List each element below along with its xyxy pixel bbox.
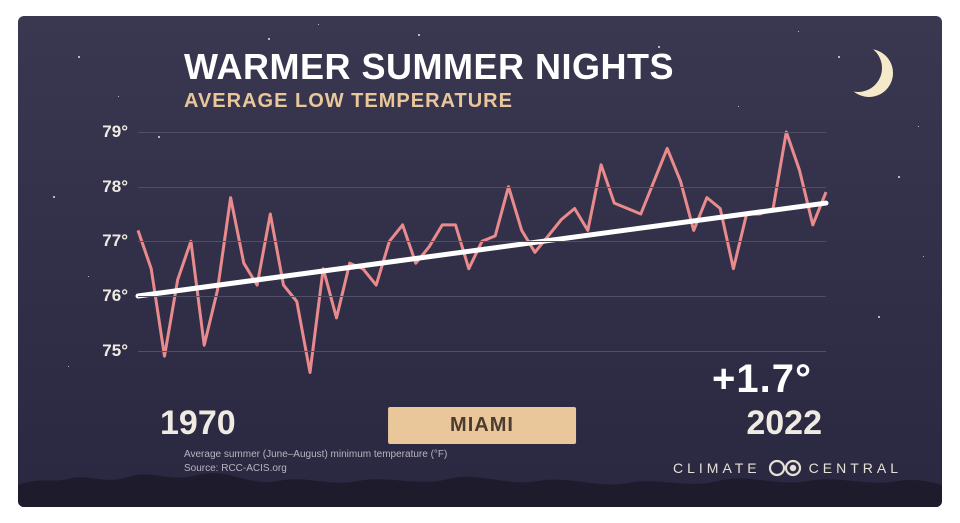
star-icon xyxy=(53,196,55,198)
gridline xyxy=(138,351,826,352)
y-tick-label: 78° xyxy=(102,177,128,197)
footnote-line1: Average summer (June–August) minimum tem… xyxy=(184,448,447,462)
data-line xyxy=(138,132,826,373)
star-icon xyxy=(78,56,80,58)
footnote-line2: Source: RCC-ACIS.org xyxy=(184,462,447,476)
chart-area: +1.7° 75°76°77°78°79° xyxy=(138,132,826,378)
brand-block: CLIMATE CENTRAL xyxy=(673,459,902,477)
star-icon xyxy=(798,31,799,32)
line-chart xyxy=(138,132,826,378)
chart-subtitle: AVERAGE LOW TEMPERATURE xyxy=(184,90,674,113)
brand-word2: CENTRAL xyxy=(809,460,902,476)
gridline xyxy=(138,187,826,188)
x-end-label: 2022 xyxy=(746,404,822,443)
y-tick-label: 76° xyxy=(102,286,128,306)
crescent-moon-icon xyxy=(842,46,896,100)
delta-label: +1.7° xyxy=(712,357,812,402)
star-icon xyxy=(918,126,919,127)
city-pill: MIAMI xyxy=(388,407,576,444)
star-icon xyxy=(838,56,840,58)
star-icon xyxy=(268,38,270,40)
chart-title: WARMER SUMMER NIGHTS xyxy=(184,46,674,88)
outer-frame: WARMER SUMMER NIGHTS AVERAGE LOW TEMPERA… xyxy=(0,0,960,523)
gridline xyxy=(138,241,826,242)
star-icon xyxy=(118,96,119,97)
star-icon xyxy=(898,176,900,178)
y-tick-label: 75° xyxy=(102,341,128,361)
star-icon xyxy=(68,366,69,367)
x-axis: 1970 MIAMI 2022 xyxy=(138,404,826,448)
infographic-card: WARMER SUMMER NIGHTS AVERAGE LOW TEMPERA… xyxy=(18,16,942,507)
gridline xyxy=(138,132,826,133)
star-icon xyxy=(878,316,880,318)
y-tick-label: 77° xyxy=(102,231,128,251)
brand-word1: CLIMATE xyxy=(673,460,761,476)
star-icon xyxy=(418,34,420,36)
gridline xyxy=(138,296,826,297)
title-block: WARMER SUMMER NIGHTS AVERAGE LOW TEMPERA… xyxy=(184,46,674,113)
x-start-label: 1970 xyxy=(160,404,236,443)
brand-logo-icon xyxy=(767,459,803,477)
y-tick-label: 79° xyxy=(102,122,128,142)
star-icon xyxy=(318,24,319,25)
star-icon xyxy=(923,256,924,257)
footnote: Average summer (June–August) minimum tem… xyxy=(184,448,447,475)
star-icon xyxy=(738,106,739,107)
star-icon xyxy=(88,276,89,277)
